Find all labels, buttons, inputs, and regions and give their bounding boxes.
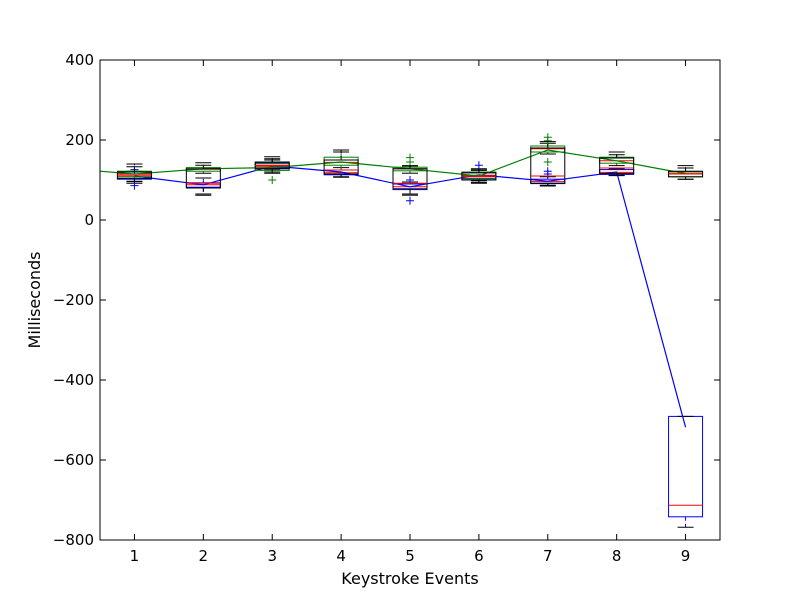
flier <box>406 153 414 162</box>
flier <box>543 158 552 166</box>
x-tick-label: 5 <box>405 547 415 565</box>
series-1 <box>99 133 704 184</box>
flier <box>474 161 483 170</box>
y-tick-label: −400 <box>53 371 94 389</box>
flier <box>543 133 552 142</box>
axes-frame <box>99 59 721 541</box>
y-tick-label: −600 <box>53 451 94 469</box>
flier <box>406 176 414 184</box>
box-0-9 <box>668 415 704 528</box>
flier <box>268 176 277 184</box>
box-2-8 <box>599 151 635 177</box>
y-tick-label: −200 <box>53 291 94 309</box>
x-tick-label: 9 <box>681 547 691 565</box>
series-0 <box>116 159 704 528</box>
x-tick-label: 1 <box>130 547 140 565</box>
x-tick-label: 3 <box>267 547 277 565</box>
box-iqr <box>668 415 704 518</box>
axis-ticks: 400 200 0 −200 −400 −600 −800 1 2 3 4 5 6 7 8 9 <box>53 51 720 565</box>
flier <box>543 167 552 176</box>
x-axis-label: Keystroke Events <box>341 569 478 588</box>
x-tick-label: 6 <box>474 547 484 565</box>
box-2-6 <box>461 168 497 184</box>
box-1-4 <box>323 151 359 171</box>
x-tick-label: 7 <box>543 547 553 565</box>
series-line-0 <box>134 165 687 428</box>
series-line-1 <box>99 149 686 177</box>
box-2-4 <box>323 149 359 178</box>
box-2-5 <box>392 165 428 196</box>
box-2-1 <box>116 163 152 183</box>
y-axis-label: Milliseconds <box>25 252 44 349</box>
flier <box>406 196 414 205</box>
series-2 <box>116 141 704 196</box>
flier <box>130 181 139 190</box>
y-tick-label: 400 <box>65 51 94 69</box>
y-tick-label: 200 <box>65 131 94 149</box>
x-tick-label: 8 <box>612 547 622 565</box>
plot-content <box>99 133 704 528</box>
box-2-7 <box>530 141 566 187</box>
box-2-2 <box>185 162 221 196</box>
y-tick-label: −800 <box>53 531 94 549</box>
x-tick-label: 2 <box>199 547 209 565</box>
box-2-9 <box>668 165 704 180</box>
box-2-3 <box>254 156 290 173</box>
y-tick-label: 0 <box>84 211 94 229</box>
x-tick-label: 4 <box>336 547 346 565</box>
